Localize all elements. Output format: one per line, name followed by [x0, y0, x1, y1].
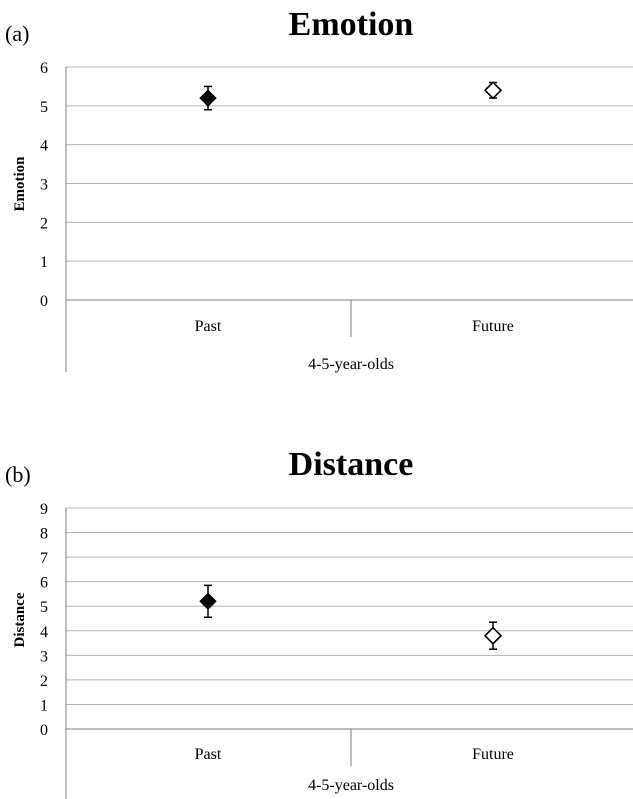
y-axis-label: Emotion — [12, 156, 28, 212]
y-tick-label: 2 — [40, 673, 48, 690]
chart-title: Distance — [289, 446, 414, 483]
chart-title: Emotion — [289, 6, 414, 43]
x-tick-label: Future — [472, 746, 514, 763]
y-tick-label: 6 — [40, 60, 48, 77]
panel-label: (b) — [5, 462, 31, 487]
y-axis-label: Distance — [12, 592, 28, 647]
x-tick-label: Past — [195, 746, 222, 763]
y-tick-label: 1 — [40, 254, 48, 271]
y-tick-label: 4 — [40, 624, 48, 641]
x-tick-label: Future — [472, 318, 514, 335]
y-tick-label: 5 — [40, 599, 48, 616]
group-label: 4-5-year-olds — [308, 356, 394, 373]
x-tick-label: Past — [195, 318, 222, 335]
y-tick-label: 3 — [40, 648, 48, 665]
y-tick-label: 7 — [40, 550, 48, 567]
y-tick-label: 3 — [40, 177, 48, 194]
y-tick-label: 1 — [40, 697, 48, 714]
panel-label: (a) — [5, 21, 29, 46]
data-point-past — [199, 89, 217, 107]
y-tick-label: 8 — [40, 526, 48, 543]
y-tick-label: 2 — [40, 215, 48, 232]
data-point-future — [483, 81, 503, 100]
chart-panel-a: (a) Emotion 0 1 2 3 4 5 6 Emotion Past Future 4-5-ye… — [5, 6, 633, 373]
y-tick-label: 6 — [40, 575, 48, 592]
data-point-future — [483, 626, 503, 645]
data-point-past — [199, 592, 217, 611]
y-tick-label: 0 — [40, 293, 48, 310]
group-label: 4-5-year-olds — [308, 777, 394, 794]
y-tick-label: 5 — [40, 99, 48, 116]
y-tick-label: 0 — [40, 722, 48, 739]
y-tick-label: 9 — [40, 501, 48, 518]
y-tick-label: 4 — [40, 138, 48, 155]
chart-panel-b: (b) Distance 0 1 2 3 4 5 6 7 8 9 Distance Past Future 4… — [5, 446, 633, 799]
